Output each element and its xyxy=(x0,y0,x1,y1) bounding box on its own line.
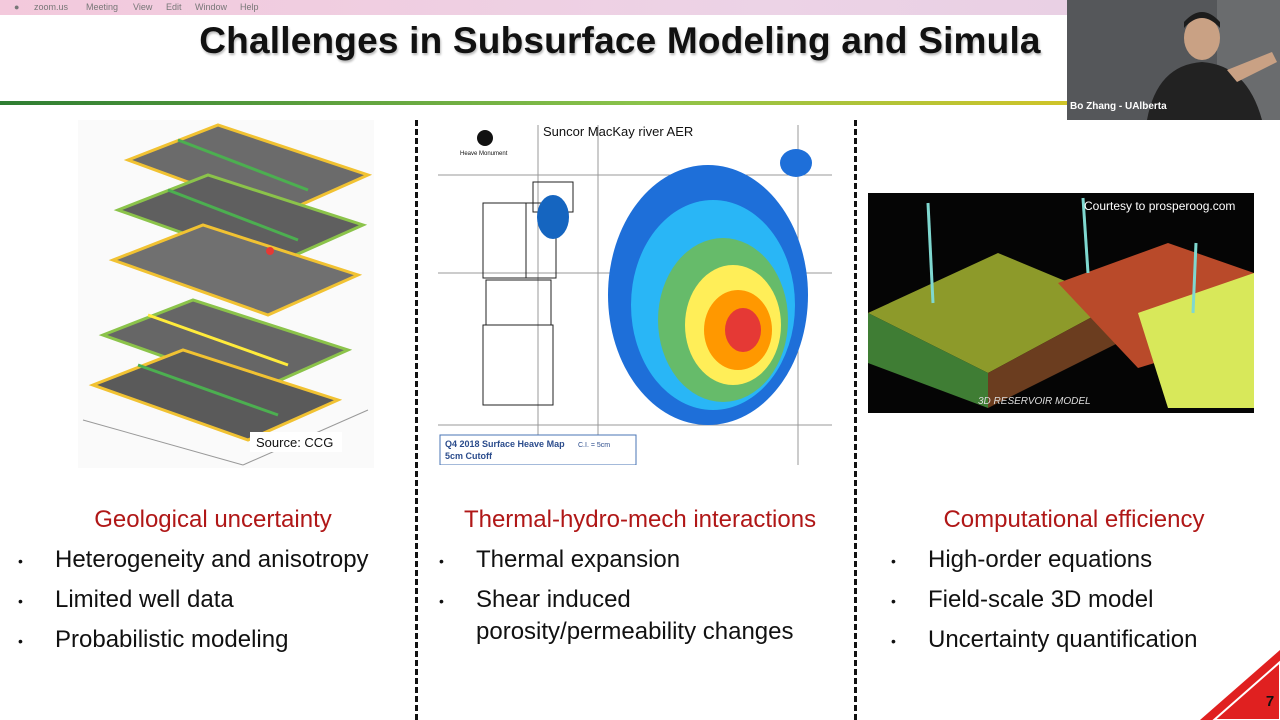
menu-item[interactable]: zoom.us xyxy=(34,2,69,12)
webcam-scene xyxy=(1067,0,1280,120)
image-caption: Source: CCG xyxy=(256,435,333,450)
bullet: High-order equations xyxy=(928,546,1153,573)
bullet-dot: • xyxy=(891,633,896,649)
menu-item[interactable]: Help xyxy=(240,2,259,12)
image-caption: 5cm Cutoff xyxy=(445,451,493,461)
webcam-label: Bo Zhang - UAlberta xyxy=(1070,101,1167,112)
menu-bar: ● zoom.us Meeting View Edit Window Help xyxy=(0,0,1280,15)
menu-item[interactable]: Window xyxy=(195,2,228,12)
image-caption: Q4 2018 Surface Heave Map xyxy=(445,439,565,449)
slide-number: 7 xyxy=(1266,693,1274,710)
bullet: Limited well data xyxy=(55,586,234,613)
bullet-dot: • xyxy=(18,633,23,649)
bullet-dot: • xyxy=(439,553,444,569)
bullet: Shear induced porosity/permeability chan… xyxy=(476,586,794,645)
image-caption: Courtesy to prosperoog.com xyxy=(1084,199,1235,213)
column-heading: Geological uncertainty xyxy=(94,506,332,533)
geology-image: Source: CCG xyxy=(78,120,374,468)
bullet-dot: • xyxy=(891,593,896,609)
slide-title: Challenges in Subsurface Modeling and Si… xyxy=(199,20,1041,61)
heave-map-image: Heave Monument Suncor MacKay river AER Q… xyxy=(438,125,832,465)
menu-item[interactable]: Edit xyxy=(166,2,182,12)
bullet: Field-scale 3D model xyxy=(928,586,1154,613)
menu-item[interactable]: Meeting xyxy=(86,2,119,12)
divider xyxy=(854,120,857,720)
layer-stack xyxy=(82,123,373,466)
slide-number-corner: 7 xyxy=(1200,650,1280,720)
bullet: Heterogeneity and anisotropy xyxy=(55,546,369,573)
apple-icon[interactable]: ● xyxy=(14,2,20,12)
column-heading: Thermal-hydro-mech interactions xyxy=(463,506,817,533)
bullet-dot: • xyxy=(439,593,444,609)
bullet-dot: • xyxy=(891,553,896,569)
menu-item[interactable]: View xyxy=(133,2,153,12)
reservoir-image: Courtesy to prosperoog.com 3D RESERVOIR … xyxy=(868,193,1254,413)
divider xyxy=(415,120,418,720)
bullet-dot: • xyxy=(18,553,23,569)
webcam-video[interactable] xyxy=(1067,0,1280,120)
heave-contours xyxy=(608,165,808,425)
title-rule xyxy=(0,101,1280,105)
image-caption: C.I. = 5cm xyxy=(578,442,610,449)
image-caption: Suncor MacKay river AER xyxy=(543,125,693,139)
image-caption: 3D RESERVOIR MODEL xyxy=(978,396,1091,407)
bullet: Thermal expansion xyxy=(476,546,681,573)
bullet: Uncertainty quantification xyxy=(928,626,1198,653)
bullet: Probabilistic modeling xyxy=(55,626,289,653)
image-caption: Heave Monument xyxy=(460,151,508,157)
column-heading: Computational efficiency xyxy=(943,506,1205,533)
bullet-dot: • xyxy=(18,593,23,609)
